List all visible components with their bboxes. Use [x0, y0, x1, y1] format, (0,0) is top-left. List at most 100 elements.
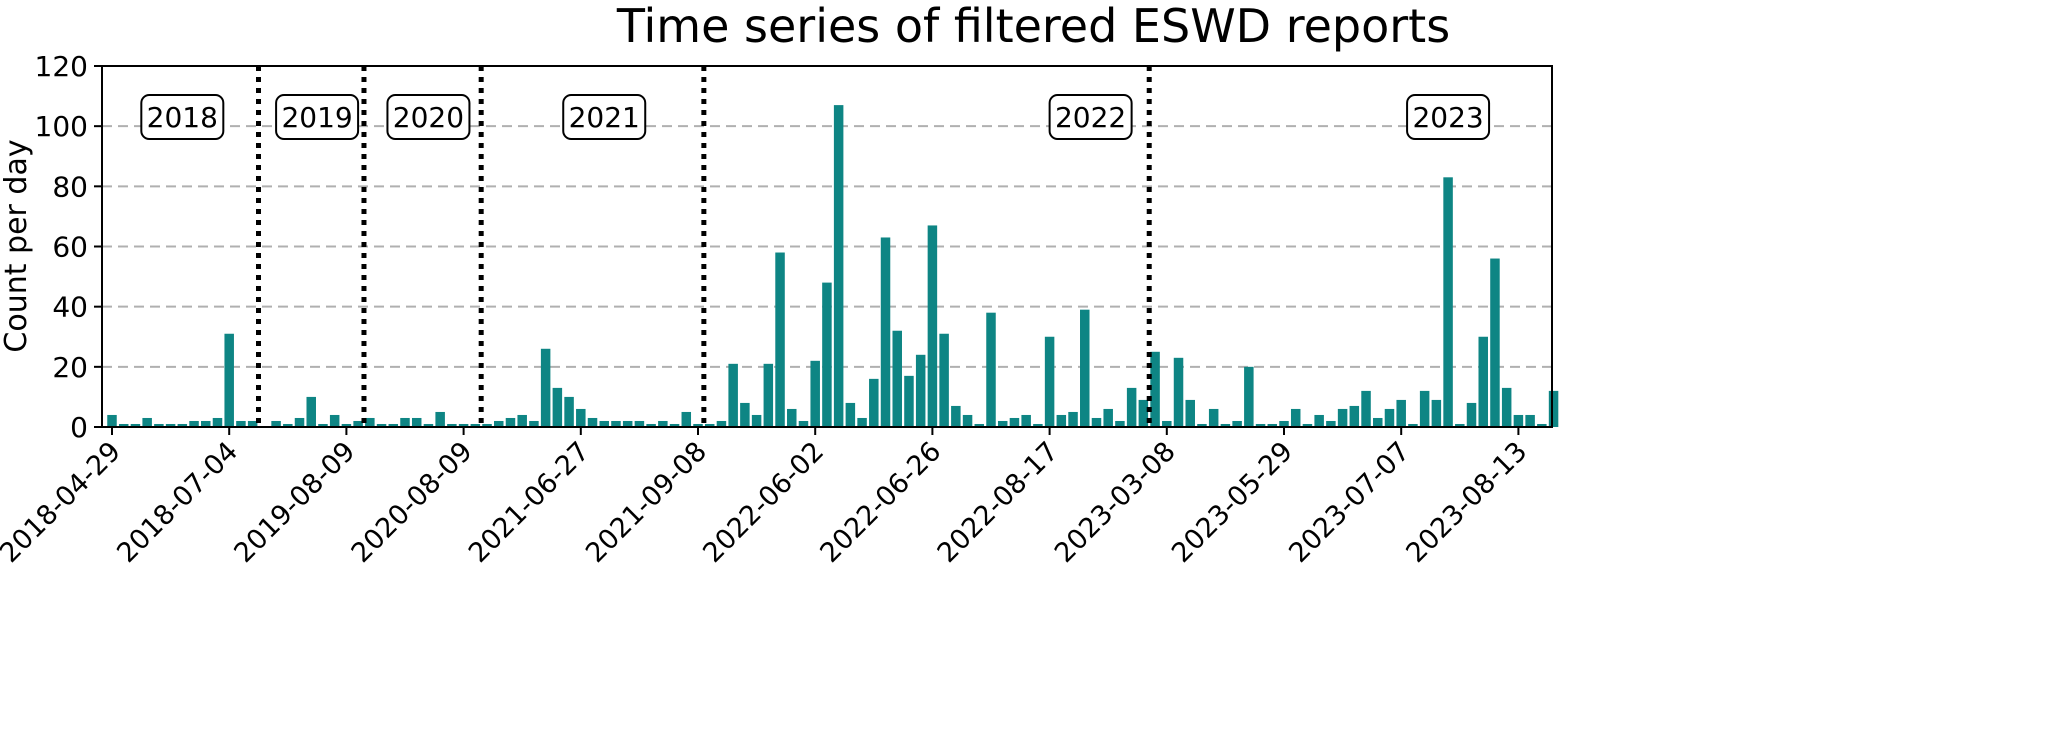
- bar: [1244, 366, 1254, 427]
- bar: [1326, 420, 1336, 427]
- x-axis: 2018-04-292018-07-042019-08-092020-08-09…: [0, 427, 1533, 569]
- x-tick-label: 2018-07-04: [111, 436, 244, 569]
- bar: [1267, 423, 1278, 427]
- bar: [1513, 414, 1524, 427]
- bar: [447, 423, 457, 427]
- bar: [951, 405, 961, 427]
- bar: [1197, 423, 1207, 427]
- bar: [1080, 309, 1090, 427]
- bar: [1490, 258, 1500, 427]
- bar: [540, 348, 551, 427]
- bar: [294, 417, 305, 427]
- y-axis: 0 20 40 60 80 100 120: [35, 50, 102, 444]
- bar: [962, 414, 973, 427]
- year-label: 2023: [1412, 101, 1483, 134]
- bar: [576, 408, 586, 427]
- y-tick-label: 60: [52, 231, 88, 264]
- bar: [118, 423, 129, 427]
- bar: [529, 420, 539, 427]
- year-label: 2022: [1055, 101, 1126, 134]
- year-label-box: [562, 94, 647, 140]
- x-tick-label: 2022-06-26: [814, 436, 947, 569]
- bar: [1185, 399, 1195, 427]
- bar: [599, 420, 609, 427]
- bar: [271, 420, 281, 427]
- bar: [740, 402, 750, 427]
- bar: [833, 105, 844, 427]
- bar: [1419, 390, 1430, 427]
- bar: [177, 423, 188, 427]
- bar: [400, 417, 410, 427]
- bar: [236, 420, 246, 427]
- bar: [845, 402, 856, 427]
- chart-title: Time series of filtered ESWD reports: [616, 0, 1451, 53]
- bar: [552, 387, 563, 427]
- bar: [787, 408, 797, 427]
- bar: [857, 417, 867, 427]
- bar: [1408, 423, 1418, 427]
- bar: [470, 423, 481, 427]
- bar: [1548, 390, 1559, 427]
- bar: [1208, 408, 1219, 427]
- bar: [927, 225, 938, 427]
- bars: [107, 105, 1559, 427]
- year-label-box: [275, 94, 360, 140]
- bar: [1478, 336, 1488, 427]
- bar: [1115, 420, 1125, 427]
- bar: [1466, 402, 1477, 427]
- bar: [1126, 387, 1137, 427]
- x-tick-label: 2021-06-27: [463, 436, 596, 569]
- bar: [1009, 417, 1020, 427]
- bar: [939, 333, 949, 427]
- bar: [1361, 390, 1371, 427]
- bar: [810, 360, 820, 427]
- bar: [1337, 408, 1348, 427]
- x-tick-label: 2023-08-13: [1400, 436, 1533, 569]
- bar: [646, 423, 656, 427]
- bar: [1138, 399, 1149, 427]
- bar: [669, 423, 680, 427]
- bar: [704, 423, 715, 427]
- bar: [306, 396, 316, 427]
- bar: [622, 420, 633, 427]
- bar: [1033, 423, 1043, 427]
- bar: [130, 423, 141, 427]
- bar: [1044, 336, 1055, 427]
- bar: [365, 417, 375, 427]
- bar: [1068, 411, 1078, 427]
- bar: [1255, 423, 1266, 427]
- x-tick-label: 2018-04-29: [0, 436, 127, 569]
- bar: [212, 417, 223, 427]
- bar: [329, 414, 340, 427]
- bar: [751, 414, 762, 427]
- bar: [165, 423, 176, 427]
- year-labels: 2018 2019 2020 2021 2022 2023: [140, 94, 1491, 140]
- bar: [505, 417, 516, 427]
- year-label: 2020: [393, 101, 464, 134]
- bar: [142, 417, 152, 427]
- bar: [1056, 414, 1067, 427]
- y-tick-label: 120: [35, 50, 88, 83]
- bar: [716, 420, 727, 427]
- bar: [107, 414, 117, 427]
- bar: [564, 396, 574, 427]
- bar: [915, 354, 926, 427]
- y-tick-label: 0: [70, 411, 88, 444]
- bar: [1314, 414, 1324, 427]
- bar: [1232, 420, 1242, 427]
- bar: [318, 423, 328, 427]
- bar: [880, 237, 891, 427]
- bar: [1290, 408, 1301, 427]
- bar: [1021, 414, 1031, 427]
- bar: [517, 414, 527, 427]
- bar: [763, 363, 774, 427]
- bar: [247, 420, 258, 427]
- y-tick-label: 40: [52, 291, 88, 324]
- bar: [1150, 351, 1160, 427]
- bar: [892, 330, 902, 427]
- y-tick-label: 80: [52, 170, 88, 203]
- bar: [1173, 357, 1184, 427]
- bar: [341, 423, 352, 427]
- y-axis-label: Count per day: [0, 139, 34, 352]
- bar: [423, 423, 434, 427]
